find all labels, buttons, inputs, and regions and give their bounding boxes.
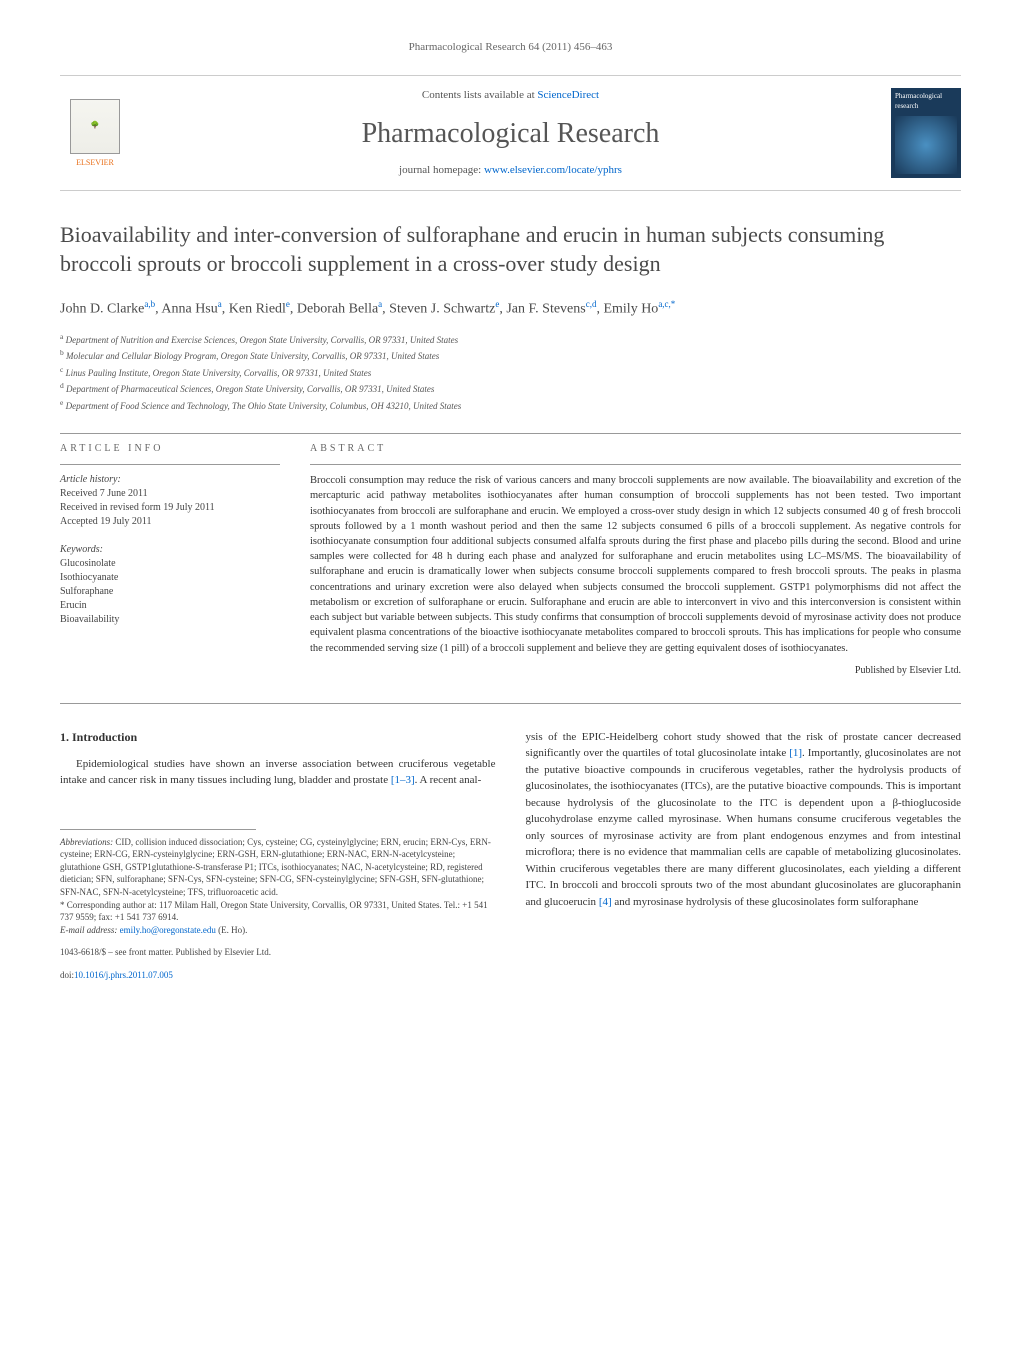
email-label: E-mail address:	[60, 925, 120, 935]
affiliation-line: e Department of Food Science and Technol…	[60, 397, 961, 414]
affiliation-line: a Department of Nutrition and Exercise S…	[60, 331, 961, 348]
citation-link[interactable]: [1]	[789, 747, 802, 759]
email-suffix: (E. Ho).	[216, 925, 248, 935]
author-list: John D. Clarkea,b, Anna Hsua, Ken Riedle…	[60, 297, 961, 321]
keyword-item: Glucosinolate	[60, 557, 280, 571]
keywords-label: Keywords:	[60, 543, 280, 557]
doi-prefix: doi:	[60, 970, 74, 980]
article-history: Article history: Received 7 June 2011Rec…	[60, 473, 280, 627]
intro-paragraph-2: ysis of the EPIC-Heidelberg cohort study…	[526, 729, 962, 911]
keyword-item: Bioavailability	[60, 613, 280, 627]
homepage-line: journal homepage: www.elsevier.com/locat…	[130, 163, 891, 178]
article-title: Bioavailability and inter-conversion of …	[60, 221, 961, 278]
cover-text: Pharmacological research	[895, 92, 957, 112]
info-label: ARTICLE INFO	[60, 442, 280, 456]
intro-heading: 1. Introduction	[60, 729, 496, 746]
citation-link[interactable]: [1–3]	[391, 774, 415, 786]
abstract-text: Broccoli consumption may reduce the risk…	[310, 473, 961, 656]
footnote-divider	[60, 829, 256, 830]
contents-line: Contents lists available at ScienceDirec…	[130, 88, 891, 103]
journal-name: Pharmacological Research	[130, 114, 891, 153]
email-footnote: E-mail address: emily.ho@oregonstate.edu…	[60, 924, 496, 937]
history-line: Received 7 June 2011	[60, 487, 280, 501]
homepage-link[interactable]: www.elsevier.com/locate/yphrs	[484, 164, 622, 176]
keyword-item: Isothiocyanate	[60, 571, 280, 585]
sciencedirect-link[interactable]: ScienceDirect	[537, 89, 599, 101]
homepage-prefix: journal homepage:	[399, 164, 484, 176]
corr-label: * Corresponding author at:	[60, 900, 159, 910]
cover-image-icon	[895, 116, 957, 174]
contents-prefix: Contents lists available at	[422, 89, 537, 101]
affiliation-line: c Linus Pauling Institute, Oregon State …	[60, 364, 961, 381]
copyright-line: 1043-6618/$ – see front matter. Publishe…	[60, 946, 496, 959]
history-label: Article history:	[60, 473, 280, 487]
keyword-item: Sulforaphane	[60, 585, 280, 599]
banner-center: Contents lists available at ScienceDirec…	[130, 88, 891, 178]
affiliations: a Department of Nutrition and Exercise S…	[60, 331, 961, 414]
abstract-column: ABSTRACT Broccoli consumption may reduce…	[310, 442, 961, 678]
abstract-divider	[310, 464, 961, 465]
intro-paragraph-1: Epidemiological studies have shown an in…	[60, 756, 496, 789]
history-line: Accepted 19 July 2011	[60, 515, 280, 529]
email-link[interactable]: emily.ho@oregonstate.edu	[120, 925, 216, 935]
citation-link[interactable]: [4]	[599, 896, 612, 908]
body-right-column: ysis of the EPIC-Heidelberg cohort study…	[526, 729, 962, 982]
abbrev-label: Abbreviations:	[60, 837, 113, 847]
affiliation-line: b Molecular and Cellular Biology Program…	[60, 347, 961, 364]
abbreviations-footnote: Abbreviations: CID, collision induced di…	[60, 836, 496, 899]
history-line: Received in revised form 19 July 2011	[60, 501, 280, 515]
abstract-label: ABSTRACT	[310, 442, 961, 456]
affiliation-line: d Department of Pharmaceutical Sciences,…	[60, 380, 961, 397]
doi-link[interactable]: 10.1016/j.phrs.2011.07.005	[74, 970, 173, 980]
body-divider	[60, 703, 961, 704]
journal-cover-thumbnail: Pharmacological research	[891, 88, 961, 178]
elsevier-logo: 🌳 ELSEVIER	[60, 93, 130, 173]
corresponding-author-footnote: * Corresponding author at: 117 Milam Hal…	[60, 899, 496, 924]
body-left-column: 1. Introduction Epidemiological studies …	[60, 729, 496, 982]
elsevier-label: ELSEVIER	[76, 157, 114, 168]
elsevier-tree-icon: 🌳	[70, 99, 120, 154]
doi-line: doi:10.1016/j.phrs.2011.07.005	[60, 969, 496, 982]
running-header: Pharmacological Research 64 (2011) 456–4…	[60, 40, 961, 55]
publisher-note: Published by Elsevier Ltd.	[310, 664, 961, 678]
section-divider	[60, 433, 961, 434]
abbrev-text: CID, collision induced dissociation; Cys…	[60, 837, 491, 897]
keyword-item: Erucin	[60, 599, 280, 613]
footnotes: Abbreviations: CID, collision induced di…	[60, 836, 496, 937]
journal-banner: 🌳 ELSEVIER Contents lists available at S…	[60, 75, 961, 191]
info-divider	[60, 464, 280, 465]
article-info-column: ARTICLE INFO Article history: Received 7…	[60, 442, 280, 678]
